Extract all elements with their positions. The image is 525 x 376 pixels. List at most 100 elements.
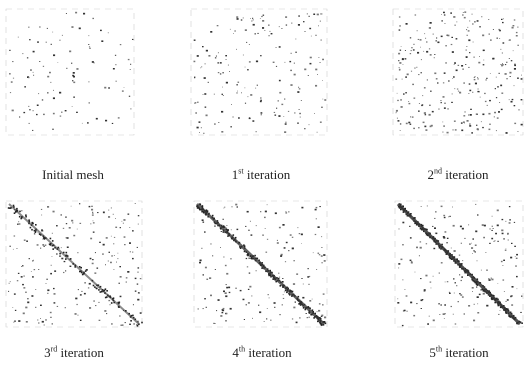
refined-node [225, 228, 228, 231]
mesh-node [454, 62, 456, 64]
mesh-node [225, 59, 227, 60]
mesh-node [204, 266, 207, 269]
mesh-node [134, 277, 137, 280]
refined-node [57, 246, 60, 249]
mesh-node [505, 132, 508, 134]
refined-node [506, 308, 509, 310]
mesh-node [245, 257, 248, 260]
mesh-node [399, 25, 401, 27]
mesh-node [30, 69, 32, 71]
mesh-node [480, 269, 482, 271]
mesh-node [468, 93, 470, 94]
mesh-node [456, 21, 458, 23]
refined-node [324, 322, 327, 325]
mesh-node [451, 93, 453, 95]
mesh-node [511, 286, 514, 288]
caption-iteration-5: 5th iteration [374, 345, 525, 361]
refined-node [406, 214, 409, 217]
mesh-node [432, 33, 434, 35]
mesh-node [493, 240, 495, 242]
refined-node [29, 226, 32, 229]
mesh-node [231, 206, 233, 208]
caption-rest: iteration [245, 345, 292, 360]
mesh-node [216, 25, 219, 27]
refined-node [415, 223, 418, 226]
mesh-node [274, 212, 277, 215]
refined-node [288, 292, 290, 295]
mesh-node [480, 121, 482, 123]
mesh-node [266, 204, 268, 206]
mesh-node [256, 84, 258, 86]
mesh-node [421, 299, 424, 301]
mesh-node [70, 205, 72, 207]
mesh-node [323, 254, 326, 256]
mesh-node [28, 258, 30, 260]
mesh-node [410, 70, 413, 72]
mesh-node [513, 19, 516, 21]
mesh-node [409, 237, 412, 239]
mesh-node [251, 20, 253, 22]
mesh-node [245, 225, 247, 227]
mesh-node [452, 206, 453, 208]
mesh-node [432, 275, 434, 277]
mesh-node [102, 253, 104, 255]
mesh-node [488, 33, 490, 35]
mesh-node [459, 293, 461, 295]
mesh-node [25, 306, 28, 309]
mesh-node [204, 63, 206, 65]
mesh-node [225, 295, 228, 298]
mesh-node [454, 24, 456, 26]
mesh-node [32, 110, 34, 112]
mesh-node [27, 298, 29, 300]
mesh-node [254, 33, 256, 35]
mesh-frame [5, 200, 143, 328]
mesh-node [511, 98, 514, 101]
mesh-node [76, 68, 79, 70]
mesh-node [227, 64, 229, 66]
mesh-node [492, 57, 495, 60]
mesh-node [260, 211, 262, 213]
refined-node [297, 295, 300, 298]
mesh-node [22, 53, 24, 55]
mesh-node [50, 264, 52, 266]
mesh-node [107, 260, 109, 262]
mesh-node [255, 87, 257, 89]
mesh-node [395, 78, 398, 80]
refined-node [196, 205, 198, 208]
mesh-node [261, 15, 263, 18]
mesh-node [204, 298, 206, 300]
mesh-node [465, 56, 468, 58]
mesh-node [321, 262, 323, 264]
mesh-node [105, 119, 108, 122]
mesh-node [413, 43, 415, 45]
mesh-node [17, 36, 19, 38]
mesh-node [118, 282, 120, 284]
mesh-node [502, 279, 505, 281]
mesh-node [202, 46, 204, 48]
mesh-node [443, 318, 445, 319]
mesh-node [39, 26, 41, 28]
mesh-node [255, 225, 257, 227]
refined-node [476, 278, 479, 280]
mesh-node [237, 90, 238, 92]
mesh-node [495, 130, 497, 132]
mesh-node [435, 232, 438, 235]
mesh-node [446, 131, 449, 134]
mesh-node [467, 30, 470, 32]
mesh-node [419, 246, 422, 249]
mesh-node [195, 102, 197, 104]
mesh-node [446, 242, 448, 244]
mesh-node [510, 60, 513, 62]
refined-node [130, 320, 132, 322]
mesh-node [136, 324, 138, 326]
mesh-node [26, 240, 28, 242]
mesh-node [491, 237, 494, 240]
mesh-node [204, 231, 206, 233]
caption-rest: iteration [57, 345, 104, 360]
mesh-node [295, 51, 297, 53]
mesh-node [236, 92, 238, 94]
refined-node [410, 213, 412, 215]
mesh-node [216, 310, 218, 312]
mesh-node [195, 112, 197, 114]
refined-node [132, 314, 134, 317]
